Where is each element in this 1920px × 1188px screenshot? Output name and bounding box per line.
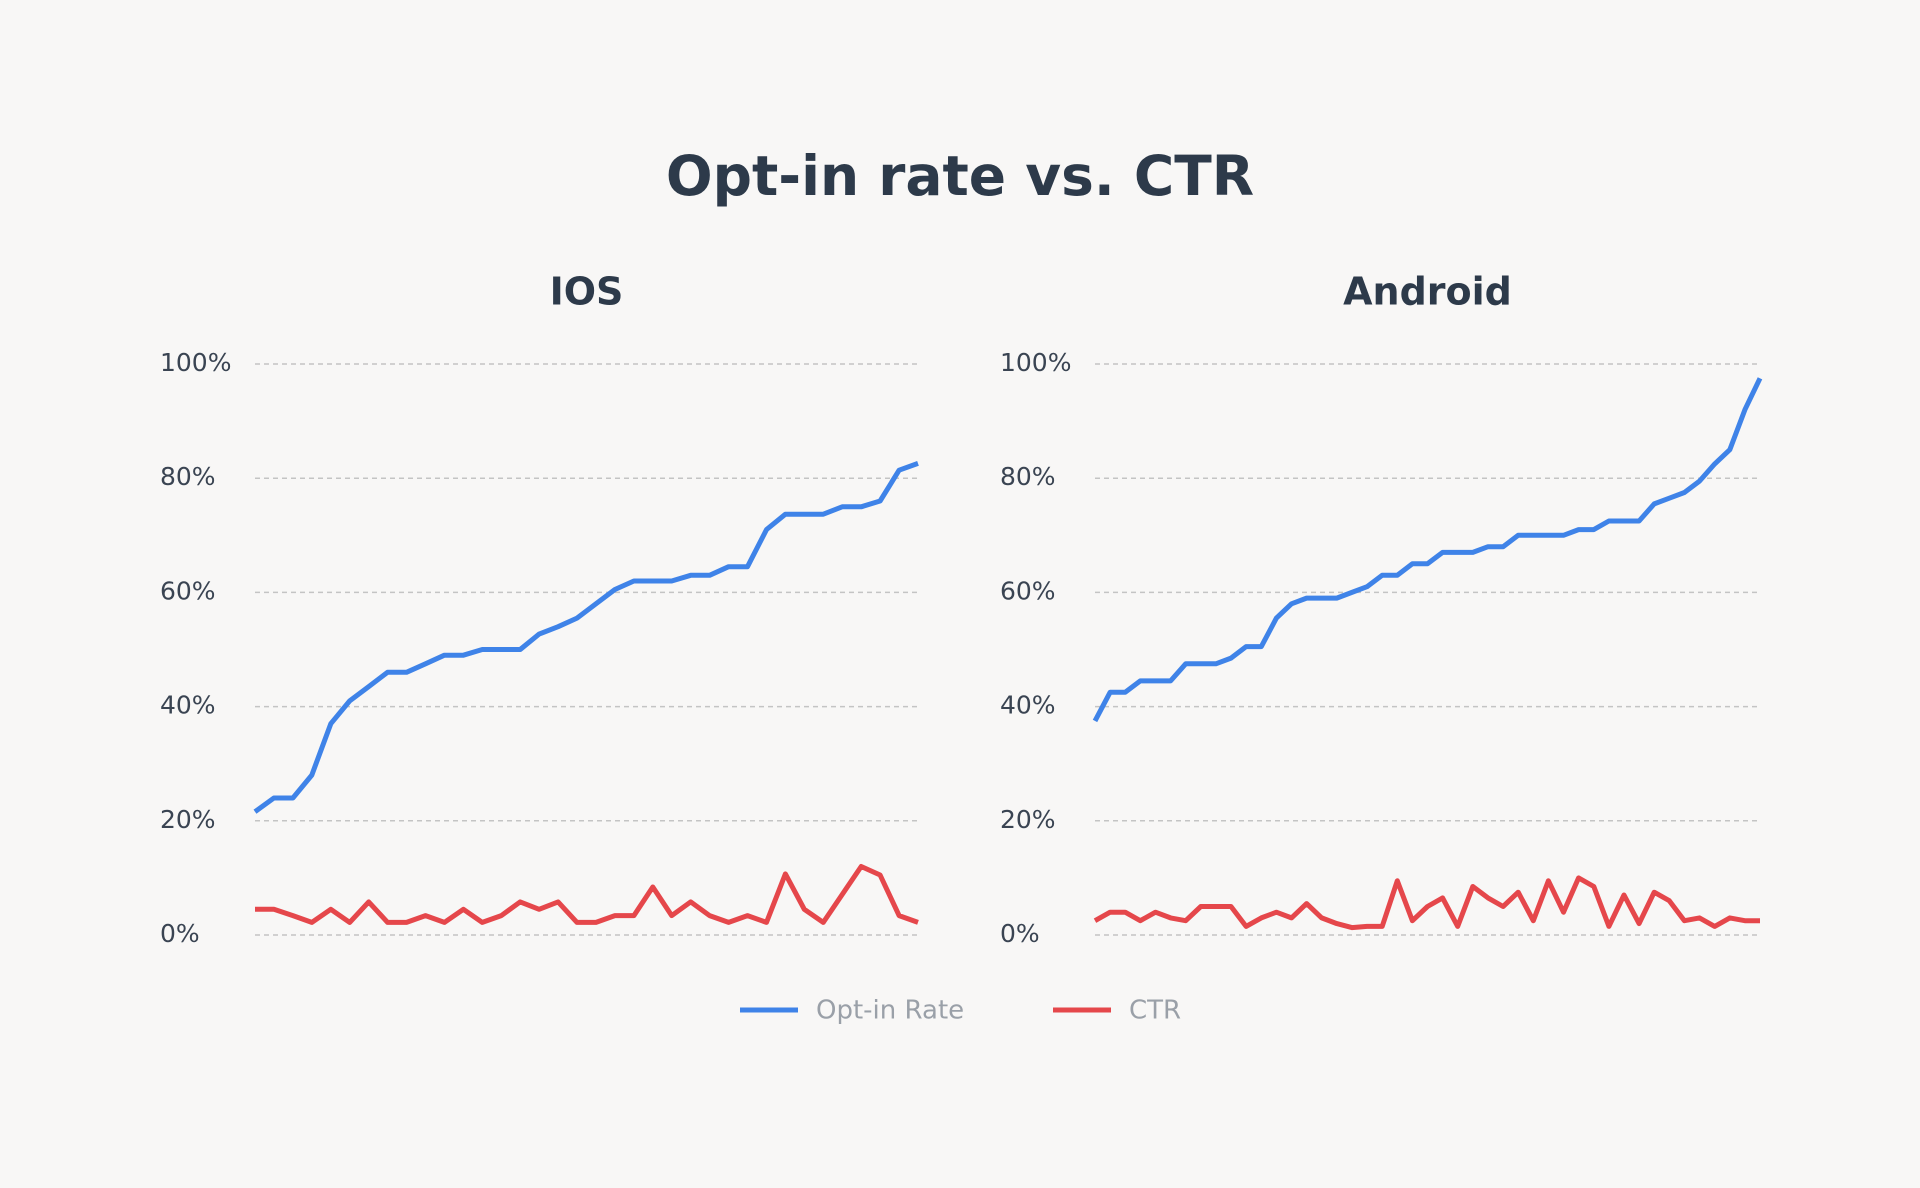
y-tick-label: 100% (1000, 348, 1071, 377)
y-tick-label: 40% (160, 691, 216, 720)
y-tick-label: 100% (160, 348, 231, 377)
series-line (253, 461, 919, 814)
series-line (1092, 377, 1763, 723)
page-title: Opt-in rate vs. CTR (666, 144, 1254, 208)
y-tick-label: 0% (1000, 919, 1040, 948)
chart-title: IOS (550, 270, 624, 314)
series-line (255, 864, 919, 925)
chart-title: Android (1343, 270, 1512, 314)
y-tick-label: 80% (1000, 462, 1056, 491)
y-tick-label: 60% (160, 576, 216, 605)
y-tick-label: 60% (1000, 576, 1056, 605)
series-line (1093, 875, 1760, 931)
y-tick-label: 20% (1000, 805, 1056, 834)
y-tick-label: 40% (1000, 691, 1056, 720)
legend-label: CTR (1129, 996, 1181, 1026)
y-tick-label: 0% (160, 919, 200, 948)
y-tick-label: 80% (160, 462, 216, 491)
y-tick-label: 20% (160, 805, 216, 834)
legend-label: Opt-in Rate (816, 996, 964, 1026)
